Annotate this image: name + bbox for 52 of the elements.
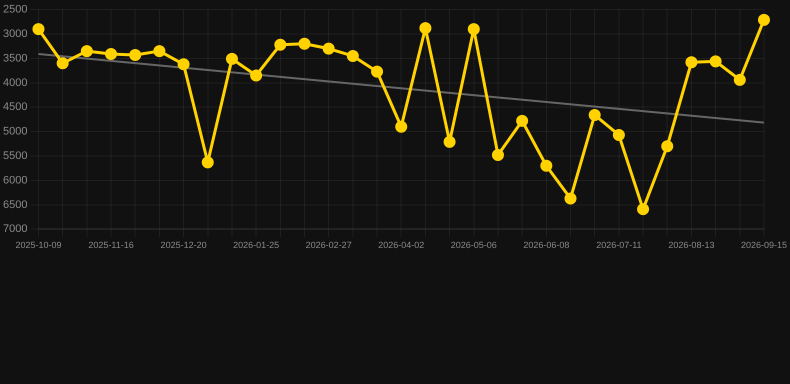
y-tick-label: 2500 [2, 4, 28, 16]
point [153, 45, 166, 58]
y-tick-label: 5000 [2, 126, 28, 138]
x-tick-label: 2026-07-11 [596, 240, 642, 250]
x-tick-label: 2026-02-27 [306, 240, 352, 250]
point [516, 114, 528, 127]
point [32, 23, 44, 36]
point [444, 136, 456, 148]
y-tick-label: 4000 [2, 76, 28, 89]
point [129, 48, 142, 61]
point [371, 66, 384, 78]
y-tick-label: 5500 [2, 150, 28, 162]
point [56, 57, 69, 70]
y-tick-label: 3500 [2, 52, 28, 64]
x-tick-label: 2025-11-16 [88, 240, 134, 250]
point [105, 48, 118, 60]
x-tick-label: 2026-09-15 [740, 240, 788, 250]
y-tick-label: 7000 [2, 223, 28, 236]
point [419, 22, 432, 34]
point [637, 203, 650, 216]
point [226, 52, 238, 65]
x-tick-label: 2026-08-13 [668, 240, 714, 250]
point [250, 69, 262, 82]
point [322, 42, 335, 55]
point [80, 45, 93, 58]
point [758, 14, 770, 26]
x-tick-label: 2026-06-08 [523, 240, 570, 250]
point [298, 38, 310, 50]
y-tick-label: 6500 [2, 198, 28, 211]
y-tick-label: 6000 [2, 174, 28, 186]
x-tick-label: 2026-04-02 [378, 240, 424, 250]
point [178, 58, 190, 70]
y-tick-label: 4500 [2, 101, 28, 114]
point [661, 140, 674, 152]
point [492, 149, 504, 162]
point [588, 109, 601, 122]
point [395, 120, 408, 133]
point [734, 74, 746, 86]
y-tick-label: 3000 [2, 28, 28, 40]
point [274, 38, 286, 51]
point [468, 23, 480, 36]
point [346, 50, 359, 62]
point [685, 56, 698, 68]
x-tick-label: 2026-05-06 [450, 240, 497, 250]
x-tick-label: 2025-12-20 [160, 240, 207, 250]
point [540, 160, 552, 172]
x-tick-label: 2025-10-09 [15, 240, 62, 250]
point [612, 129, 625, 142]
point [564, 192, 577, 204]
x-tick-label: 2026-01-25 [233, 240, 280, 250]
point [710, 55, 722, 68]
point [202, 156, 214, 168]
